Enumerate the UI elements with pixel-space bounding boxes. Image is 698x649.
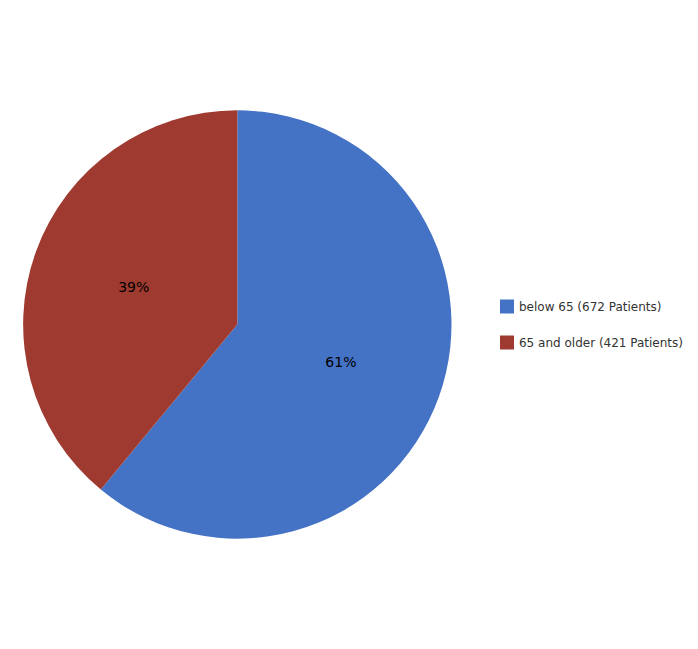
svg-text:below 65 (672 Patients): below 65 (672 Patients) xyxy=(519,300,662,314)
svg-text:61%: 61% xyxy=(325,354,356,370)
svg-text:39%: 39% xyxy=(118,279,149,295)
svg-text:65 and older (421 Patients): 65 and older (421 Patients) xyxy=(519,336,683,350)
